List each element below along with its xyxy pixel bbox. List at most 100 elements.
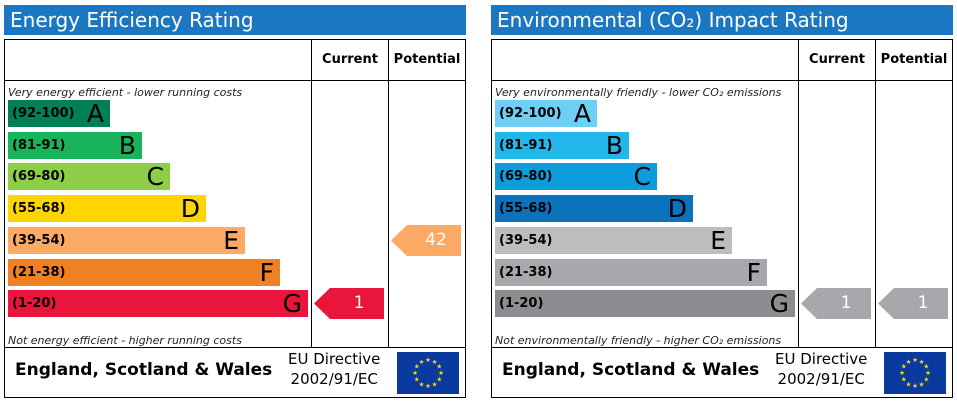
eu-star-icon: ★: [919, 358, 925, 366]
bottom-note: Not energy efficient - higher running co…: [8, 334, 242, 347]
band-range: (81-91): [499, 137, 553, 153]
eu-star-icon: ★: [906, 358, 912, 366]
eu-star-icon: ★: [901, 363, 907, 371]
eu-star-icon: ★: [419, 358, 425, 366]
eu-star-icon: ★: [436, 376, 442, 384]
band-range: (55-68): [499, 201, 553, 217]
band-letter: F: [746, 257, 761, 287]
eu-directive-line2: 2002/91/EC: [290, 370, 378, 388]
eu-directive-line1: EU Directive: [775, 350, 868, 368]
energy-panel-title: Energy Efficiency Rating: [4, 5, 466, 35]
current-column-header: Current: [809, 52, 865, 67]
band-letter: B: [605, 130, 623, 160]
environmental-rating-frame: Current Potential Very environmentally f…: [491, 39, 953, 398]
band-range: (39-54): [12, 232, 66, 248]
band-c: (69-80) C: [495, 162, 657, 192]
eu-star-icon: ★: [923, 363, 929, 371]
potential-rating-arrow: 42: [391, 224, 461, 256]
band-range: (1-20): [12, 296, 57, 312]
band-range: (69-80): [12, 169, 66, 185]
band-f: (21-38) F: [8, 257, 280, 287]
band-letter: D: [667, 194, 687, 224]
eu-star-icon: ★: [923, 376, 929, 384]
band-range: (69-80): [499, 169, 553, 185]
eu-star-icon: ★: [414, 376, 420, 384]
eu-star-icon: ★: [919, 380, 925, 388]
eu-star-icon: ★: [899, 369, 905, 377]
band-range: (81-91): [12, 137, 66, 153]
band-d: (55-68) D: [8, 194, 206, 224]
band-b: (81-91) B: [8, 130, 142, 160]
band-letter: A: [573, 99, 591, 128]
eu-star-icon: ★: [432, 358, 438, 366]
band-a: (92-100) A: [495, 100, 597, 127]
band-g: (1-20) G: [495, 289, 795, 319]
band-e: (39-54) E: [8, 225, 245, 255]
band-d: (55-68) D: [495, 194, 693, 224]
eu-directive-text: EU Directive 2002/91/EC: [775, 349, 867, 389]
band-letter: C: [633, 162, 651, 192]
arrow-shape: [391, 224, 461, 256]
top-note: Very environmentally friendly - lower CO…: [495, 86, 782, 99]
band-range: (92-100): [12, 106, 75, 121]
band-letter: B: [118, 130, 136, 160]
band-range: (92-100): [499, 106, 562, 121]
eu-star-icon: ★: [912, 382, 918, 390]
band-range: (1-20): [499, 296, 544, 312]
top-note: Very energy efficient - lower running co…: [8, 86, 243, 99]
band-range: (39-54): [499, 232, 553, 248]
environmental-impact-panel: Environmental (CO₂) Impact Rating Curren…: [491, 5, 953, 398]
current-rating-arrow: 1: [801, 288, 871, 320]
footer-divider: [5, 347, 465, 348]
potential-rating-arrow: 1: [878, 288, 948, 320]
eu-star-icon: ★: [414, 363, 420, 371]
potential-column-header: Potential: [880, 52, 948, 67]
eu-star-icon: ★: [425, 382, 431, 390]
band-letter: G: [282, 289, 302, 319]
eu-directive-line2: 2002/91/EC: [777, 370, 865, 388]
energy-efficiency-panel: Energy Efficiency Rating Current Potenti…: [4, 5, 466, 398]
eu-star-icon: ★: [901, 376, 907, 384]
bottom-note: Not environmentally friendly - higher CO…: [495, 334, 782, 347]
arrow-shape: [314, 288, 384, 320]
footer-country: England, Scotland & Wales: [15, 360, 273, 380]
band-range: (21-38): [12, 264, 66, 280]
potential-column-divider: [875, 40, 876, 347]
current-rating-arrow: 1: [314, 288, 384, 320]
footer-divider: [492, 347, 952, 348]
arrow-shape: [878, 288, 948, 320]
eu-star-icon: ★: [425, 356, 431, 364]
eu-star-icon: ★: [432, 380, 438, 388]
header-divider: [492, 80, 952, 81]
energy-rating-frame: Current Potential Very energy efficient …: [4, 39, 466, 398]
eu-star-icon: ★: [436, 363, 442, 371]
band-f: (21-38) F: [495, 257, 767, 287]
band-letter: G: [769, 289, 789, 319]
band-letter: C: [146, 162, 164, 192]
current-rating-value: 1: [353, 293, 365, 314]
arrow-shape: [801, 288, 871, 320]
band-letter: E: [223, 225, 239, 255]
eu-flag-icon: ★ ★ ★ ★ ★ ★ ★ ★ ★ ★ ★ ★: [397, 352, 459, 394]
band-letter: E: [710, 225, 726, 255]
eu-star-icon: ★: [906, 380, 912, 388]
band-letter: F: [259, 257, 274, 287]
environmental-panel-title: Environmental (CO₂) Impact Rating: [491, 5, 953, 35]
band-letter: D: [180, 194, 200, 224]
band-letter: A: [86, 99, 104, 128]
eu-star-icon: ★: [925, 369, 931, 377]
eu-directive-text: EU Directive 2002/91/EC: [288, 349, 380, 389]
eu-star-icon: ★: [912, 356, 918, 364]
header-divider: [5, 80, 465, 81]
band-c: (69-80) C: [8, 162, 170, 192]
potential-column-divider: [388, 40, 389, 347]
current-rating-value: 1: [840, 293, 852, 314]
band-b: (81-91) B: [495, 130, 629, 160]
band-g: (1-20) G: [8, 289, 308, 319]
potential-rating-value: 42: [425, 229, 447, 250]
eu-flag-icon: ★ ★ ★ ★ ★ ★ ★ ★ ★ ★ ★ ★: [884, 352, 946, 394]
band-e: (39-54) E: [495, 225, 732, 255]
potential-rating-value: 1: [917, 293, 929, 314]
potential-column-header: Potential: [393, 52, 461, 67]
eu-star-icon: ★: [419, 380, 425, 388]
